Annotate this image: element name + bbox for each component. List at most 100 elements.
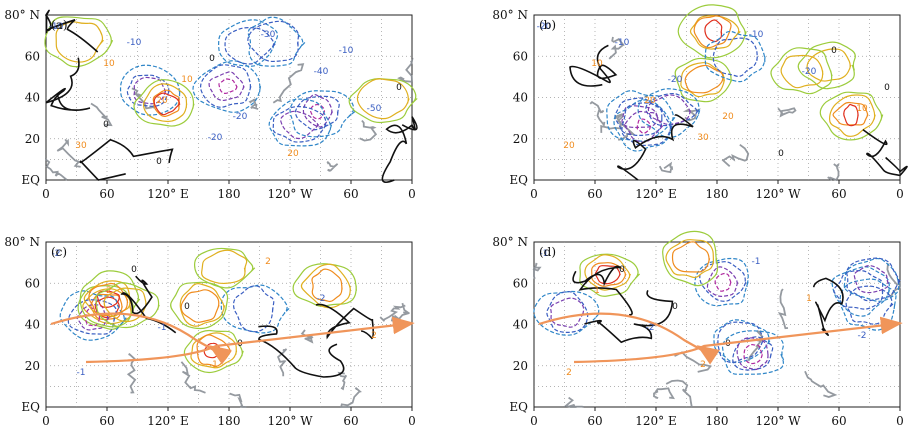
panel-label: (c) <box>51 245 67 259</box>
contour-label: 30 <box>697 133 709 143</box>
positive-contour <box>44 16 114 68</box>
x-tick-label: 120° W <box>267 414 313 428</box>
contour-label: -2 <box>646 323 655 333</box>
negative-contour <box>289 90 356 138</box>
positive-contour <box>183 329 244 374</box>
contour-label: -1 <box>752 257 761 267</box>
positive-contour <box>356 78 410 120</box>
positive-contour <box>55 21 104 63</box>
negative-contour <box>743 343 763 365</box>
contour-label: 10 <box>181 75 193 85</box>
x-tick-label: 120° W <box>267 187 313 201</box>
y-tick-label: 60 <box>25 49 40 63</box>
negative-contour <box>220 284 290 334</box>
positive-contour <box>704 19 723 43</box>
contour-label: -20 <box>537 22 552 32</box>
x-tick-label: 180 <box>706 414 729 428</box>
panel-1: -10 10 20 -20 -30 -40 -50 30 -10 10 -20 20 -10 0 0 0 0 0 6… <box>4 8 418 201</box>
contour-label: 0 <box>156 157 162 167</box>
negative-contour <box>831 266 891 317</box>
x-tick-label: 0 <box>42 414 50 428</box>
x-tick-label: 180 <box>218 414 241 428</box>
x-tick-label: 0 <box>530 187 538 201</box>
y-tick-label: 40 <box>25 91 40 105</box>
panel-label: (a) <box>51 18 68 32</box>
y-tick-label: 40 <box>513 318 528 332</box>
positive-contour <box>677 4 747 59</box>
coastline <box>126 302 410 408</box>
contour-label: 20 <box>287 149 299 159</box>
y-tick-label: 40 <box>513 91 528 105</box>
x-tick-label: 120° E <box>147 187 188 201</box>
panel-label: (d) <box>539 245 556 259</box>
coastline <box>45 57 414 181</box>
wave-train-arrow <box>538 312 720 365</box>
contour-label: 30 <box>75 141 87 151</box>
negative-contour <box>550 297 585 328</box>
positive-contour <box>311 268 343 303</box>
contour-label: 2 <box>700 360 706 370</box>
negative-contour <box>637 88 701 138</box>
positive-contour <box>77 285 135 330</box>
positive-contour <box>103 287 147 323</box>
positive-contour <box>684 64 724 94</box>
contour-label: -2 <box>858 331 867 341</box>
negative-contour <box>621 105 659 129</box>
x-tick-label: 0 <box>408 187 416 201</box>
positive-contour <box>196 334 232 367</box>
negative-contour <box>59 290 127 341</box>
contour-label: 0 <box>103 120 109 130</box>
negative-contour <box>647 94 691 125</box>
contour-label: 20 <box>156 96 168 106</box>
wave-train-arrow <box>85 316 415 364</box>
negative-contour <box>713 319 771 364</box>
negative-contour <box>133 76 167 105</box>
negative-contour <box>268 98 333 147</box>
y-tick-label: 20 <box>513 132 528 146</box>
y-tick-label: 20 <box>513 359 528 373</box>
positive-contour <box>142 83 188 123</box>
negative-contour <box>699 261 747 302</box>
y-tick-label: EQ <box>21 400 40 414</box>
positive-contour <box>83 280 131 317</box>
positive-contour <box>843 103 859 127</box>
contour-label: -10 <box>49 22 64 32</box>
positive-contour <box>95 282 160 329</box>
negative-contour <box>200 64 252 108</box>
y-tick-label: 20 <box>25 359 40 373</box>
contour-label: 2 <box>265 257 271 267</box>
positive-contour <box>671 241 711 273</box>
positive-contour <box>96 290 120 308</box>
y-tick-label: 80° N <box>4 8 40 22</box>
negative-contour <box>721 330 785 375</box>
contour-label: -2 <box>52 249 61 259</box>
contour-label: -20 <box>668 75 683 85</box>
negative-contour <box>533 290 601 336</box>
contour-label: 10 <box>103 59 115 69</box>
x-tick-label: 60 <box>587 414 602 428</box>
y-tick-label: 60 <box>513 276 528 290</box>
wave-train-arrow <box>573 316 903 364</box>
contour-label: 1 <box>806 294 812 304</box>
contour-label: 2 <box>106 286 112 296</box>
y-tick-label: 80° N <box>492 8 528 22</box>
x-tick-label: 0 <box>896 414 904 428</box>
contour-label: 0 <box>131 265 137 275</box>
negative-contour <box>224 26 276 65</box>
negative-contour <box>717 321 764 364</box>
negative-contour <box>302 93 334 128</box>
positive-contour <box>348 78 418 124</box>
x-tick-label: 60 <box>99 187 114 201</box>
negative-contour <box>247 20 300 63</box>
contour-label: 1 <box>594 286 600 296</box>
contour-label: -1 <box>77 368 86 378</box>
positive-contour <box>689 15 741 50</box>
negative-contour <box>192 60 262 113</box>
negative-contour <box>704 30 766 83</box>
x-tick-label: 120° E <box>635 187 676 201</box>
x-tick-label: 60 <box>831 187 846 201</box>
zero-contour <box>45 9 418 184</box>
